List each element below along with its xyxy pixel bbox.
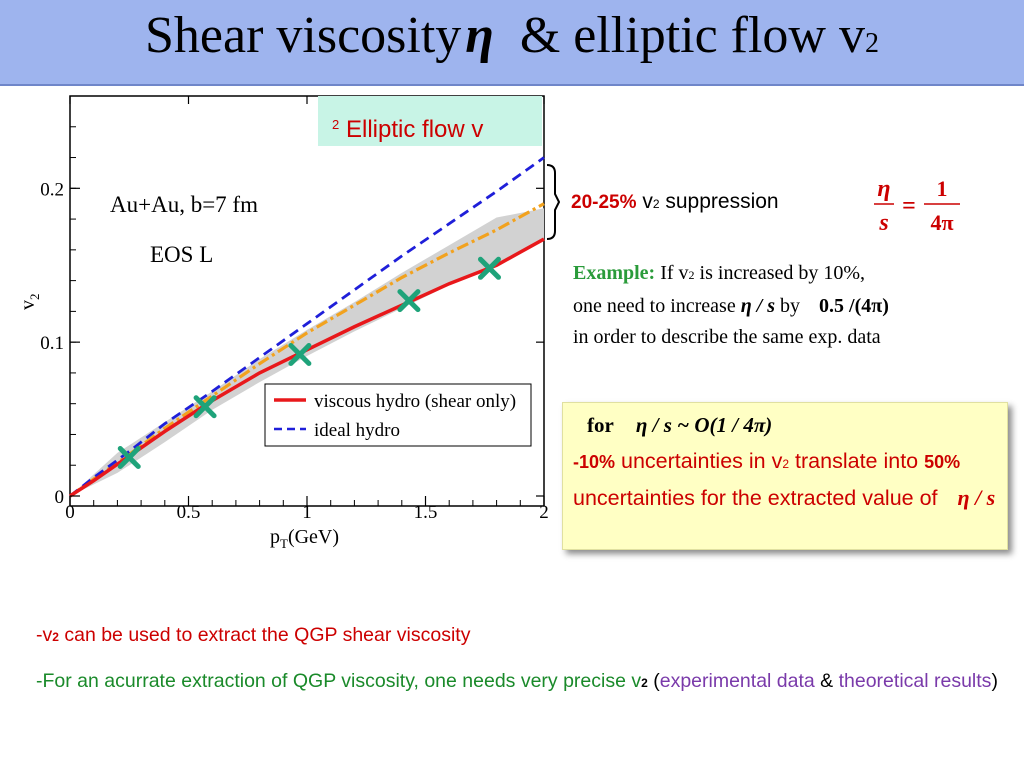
title-sub: 2 — [865, 28, 879, 59]
x-tick-label: 0 — [65, 502, 75, 523]
y-tick-label: 0 — [55, 487, 65, 508]
legend-ideal-label: ideal hydro — [314, 420, 400, 441]
x-tick-label: 1.5 — [414, 502, 438, 523]
y-tick-label: 0.2 — [40, 179, 64, 200]
title-rest: & elliptic flow v — [519, 7, 865, 64]
note-precision: -For an acurrate extraction of QGP visco… — [36, 670, 998, 692]
x-tick-label: 2 — [539, 502, 549, 523]
bracket-icon — [546, 164, 560, 240]
note-v2-extract: -v2 can be used to extract the QGP shear… — [36, 624, 471, 646]
eta-s-formula: η s = 1 4π — [874, 176, 960, 236]
annotation-eos: EOS L — [150, 242, 213, 267]
data-marker — [477, 256, 501, 280]
svg-text:η: η — [877, 176, 890, 202]
svg-text:4π: 4π — [930, 210, 953, 235]
series-dashdot — [69, 202, 545, 498]
title-rule — [0, 84, 1024, 86]
uncertainty-text: -10% uncertainties in v2 translate into … — [573, 449, 996, 510]
svg-text:=: = — [902, 193, 916, 219]
x-axis-label: pT(GeV) — [270, 526, 339, 551]
data-marker — [117, 446, 141, 470]
plot-legend — [264, 383, 532, 447]
data-marker — [397, 289, 421, 313]
svg-text:1: 1 — [937, 176, 948, 201]
series-ideal-hydro — [69, 156, 545, 498]
data-marker — [193, 395, 217, 419]
slide-title: Shear viscosityη & elliptic flow v2 — [0, 6, 1024, 65]
annotation-system: Au+Au, b=7 fm — [110, 192, 258, 217]
example-text: Example: If v2 is increased by 10%, one … — [573, 262, 889, 348]
uncertainty-box: for η / s ~ O(1 / 4π) -10% uncertainties … — [562, 402, 1008, 550]
title-bar — [0, 0, 1024, 84]
data-marker — [288, 342, 312, 366]
uncertainty-band — [70, 208, 544, 497]
x-tick-label: 0.5 — [177, 502, 201, 523]
svg-text:s: s — [878, 210, 888, 236]
y-axis-label: v2 — [17, 294, 42, 311]
title-eta: η — [465, 7, 494, 64]
x-tick-label: 1 — [302, 502, 312, 523]
v2-chart: 0 0.5 1 1.5 2 0 0.1 0.2 Au+Au, b=7 fm EOS L vis… — [17, 95, 549, 551]
legend-viscous-label: viscous hydro (shear only) — [314, 391, 516, 412]
y-tick-label: 0.1 — [40, 333, 64, 354]
suppression-note: 20-25% v2 suppression — [571, 190, 779, 213]
title-main: Shear viscosity — [144, 7, 462, 64]
order-statement: for η / s ~ O(1 / 4π) — [587, 413, 773, 437]
